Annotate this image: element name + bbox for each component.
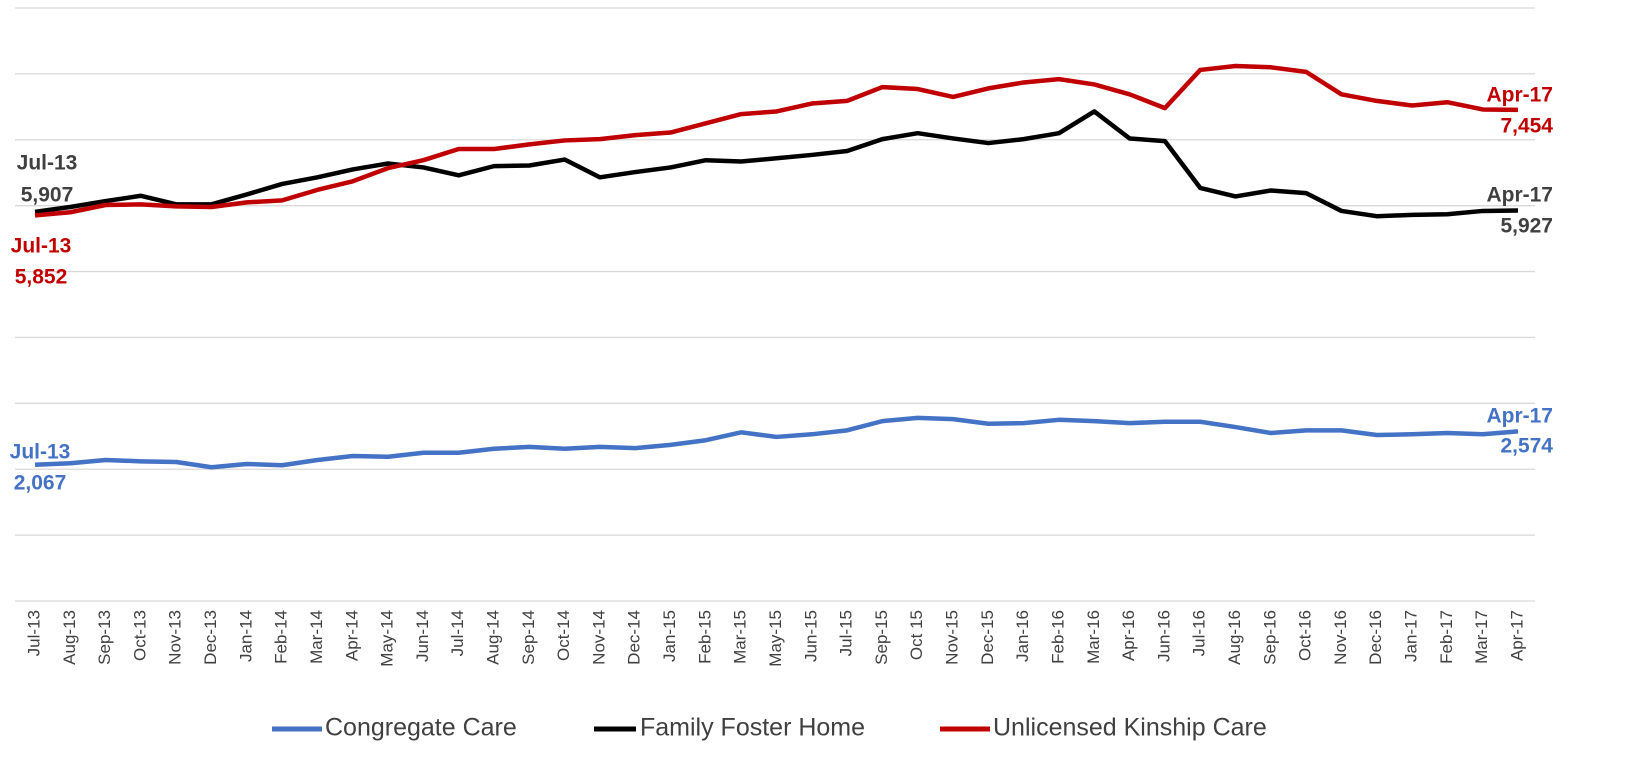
x-tick-label: Sep-15 [872,610,891,665]
x-tick-label: Jun-16 [1154,610,1173,662]
series-line [34,63,1519,218]
x-tick-label: Aug-14 [484,610,503,665]
x-tick-label: Jul-15 [837,610,856,656]
x-tick-label: Feb-14 [272,610,291,664]
x-tick-label: Jan-14 [236,610,255,662]
x-tick-label: Mar-16 [1084,610,1103,664]
x-tick-label: Aug-13 [60,610,79,665]
x-tick-label: Jul-16 [1190,610,1209,656]
x-tick-label: Sep-13 [95,610,114,665]
x-tick-label: Oct-13 [130,610,149,661]
x-tick-label: Feb-17 [1437,610,1456,664]
x-tick-label: Dec-14 [625,610,644,665]
x-tick-label: Nov-14 [589,610,608,665]
x-tick-label: Apr-14 [342,610,361,661]
x-tick-label: Dec-13 [201,610,220,665]
value-label: 2,574 [1500,435,1553,458]
x-tick-label: Jan-15 [660,610,679,662]
legend-label: Family Foster Home [640,714,865,742]
x-tick-label: Sep-16 [1260,610,1279,665]
value-label: 7,454 [1500,115,1553,138]
x-tick-label: Apr-17 [1507,610,1526,661]
x-tick-label: May-14 [378,610,397,667]
x-tick-label: Nov-13 [166,610,185,665]
point-category-label: Jul-13 [10,441,71,464]
x-tick-label: Jul-13 [24,610,43,656]
value-label: 5,907 [21,184,74,207]
point-category-label: Jul-13 [11,235,72,258]
x-tick-label: Jul-14 [448,610,467,656]
x-tick-label: Oct-14 [554,610,573,661]
point-category-label: Jul-13 [17,152,78,175]
x-tick-label: Dec-16 [1366,610,1385,665]
x-tick-label: Aug-16 [1225,610,1244,665]
x-tick-label: Feb-16 [1048,610,1067,664]
x-tick-label: Mar-14 [307,610,326,664]
value-label: 5,927 [1500,215,1553,238]
x-tick-label: Oct-16 [1296,610,1315,661]
x-tick-label: Feb-15 [695,610,714,664]
x-tick-label: Oct 15 [907,610,926,660]
legend-label: Unlicensed Kinship Care [993,714,1267,742]
x-tick-label: Apr-16 [1119,610,1138,661]
x-tick-label: May-15 [766,610,785,667]
series-line [34,415,1519,470]
x-tick-label: Mar-17 [1472,610,1491,664]
x-tick-label: Jan-16 [1013,610,1032,662]
value-label: 2,067 [14,472,67,495]
x-tick-label: Jun-15 [801,610,820,662]
x-tick-label: Sep-14 [519,610,538,665]
point-category-label: Apr-17 [1486,184,1553,207]
series-line [34,109,1519,219]
x-tick-label: Dec-15 [978,610,997,665]
x-tick-label: Mar-15 [731,610,750,664]
x-tick-label: Jan-17 [1402,610,1421,662]
point-category-label: Apr-17 [1486,84,1553,107]
legend-label: Congregate Care [325,714,517,742]
value-label: 5,852 [15,266,68,289]
x-tick-label: Nov-15 [943,610,962,665]
point-category-label: Apr-17 [1486,405,1553,428]
x-tick-label: Nov-16 [1331,610,1350,665]
x-tick-label: Jun-14 [413,610,432,662]
